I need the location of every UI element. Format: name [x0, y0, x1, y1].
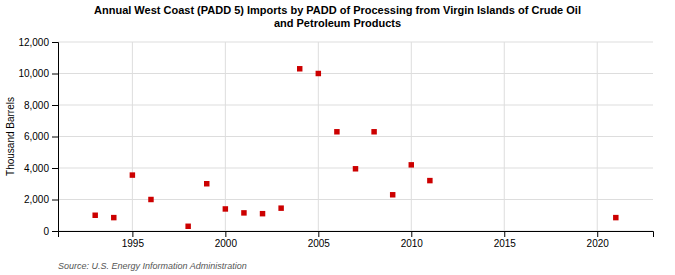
x-tick-label: 2005	[308, 238, 331, 249]
point	[185, 224, 190, 229]
x-tick-mark	[225, 231, 226, 237]
point	[409, 162, 414, 167]
x-tick-label: 2015	[494, 238, 517, 249]
x-tick: 2000	[215, 231, 238, 249]
y-tick-mark	[52, 105, 58, 106]
y-tick: 8,000	[24, 100, 58, 111]
point	[130, 172, 135, 177]
x-tick-label: 2000	[215, 238, 238, 249]
point	[278, 205, 283, 210]
y-tick: 0	[43, 226, 58, 237]
y-tick-mark	[52, 231, 58, 232]
y-tick-label: 2,000	[24, 194, 49, 205]
grid	[58, 42, 653, 231]
y-tick-label: 4,000	[24, 163, 49, 174]
point	[111, 215, 116, 220]
x-tick-label: 1995	[122, 238, 145, 249]
y-grid-line	[58, 73, 653, 74]
x-tick: 2020	[587, 231, 610, 249]
x-tick: 1995	[122, 231, 145, 249]
point	[204, 181, 209, 186]
points	[92, 66, 618, 229]
y-tick: 6,000	[24, 131, 58, 142]
point	[260, 211, 265, 216]
point	[223, 206, 228, 211]
x-tick: 2005	[308, 231, 331, 249]
point	[613, 215, 618, 220]
y-axis-label: Thousand Barrels	[5, 97, 16, 176]
y-tick-label: 10,000	[18, 68, 49, 79]
y-tick-label: 12,000	[18, 37, 49, 48]
y-tick: 4,000	[24, 163, 58, 174]
point	[297, 66, 302, 71]
y-tick-mark	[52, 74, 58, 75]
y-grid-line	[58, 136, 653, 137]
plot-area: 1995 2000 2005 2010 2015 2020 0 2,000 4,000 6,000…	[18, 37, 653, 249]
point	[353, 166, 358, 171]
chart: 1995 2000 2005 2010 2015 2020 0 2,000 4,000 6,000…	[0, 0, 675, 275]
y-tick-mark	[52, 42, 58, 43]
point	[92, 213, 97, 218]
point	[316, 71, 321, 76]
y-axis: 0 2,000 4,000 6,000 8,000 10,000 12,000	[18, 37, 58, 237]
x-tick-mark	[504, 231, 505, 237]
point	[427, 178, 432, 183]
y-grid-line	[58, 42, 653, 43]
x-tick: 2010	[401, 231, 424, 249]
title: Annual West Coast (PADD 5) Imports by PA…	[94, 4, 581, 29]
y-tick-label: 8,000	[24, 100, 49, 111]
point	[371, 129, 376, 134]
y-tick: 10,000	[18, 68, 58, 79]
y-tick: 2,000	[24, 194, 58, 205]
point	[334, 129, 339, 134]
x-tick: 2015	[494, 231, 517, 249]
point	[148, 197, 153, 202]
point	[390, 192, 395, 197]
x-tick-label: 2020	[587, 238, 610, 249]
x-tick-label: 2010	[401, 238, 424, 249]
x-axis: 1995 2000 2005 2010 2015 2020	[59, 231, 654, 249]
y-axis-line	[52, 43, 59, 232]
point	[241, 210, 246, 215]
x-tick-mark	[318, 231, 319, 237]
y-tick-mark	[52, 137, 58, 138]
x-axis-line	[59, 232, 654, 238]
source: Source: U.S. Energy Information Administ…	[58, 261, 247, 271]
y-tick-mark	[52, 200, 58, 201]
y-tick-label: 6,000	[24, 131, 49, 142]
x-tick-mark	[411, 231, 412, 237]
y-grid-line	[58, 105, 653, 106]
x-tick-mark	[597, 231, 598, 237]
y-tick: 12,000	[18, 37, 58, 48]
y-tick-mark	[52, 168, 58, 169]
y-grid-line	[58, 199, 653, 200]
y-tick-label: 0	[43, 226, 49, 237]
x-tick-mark	[132, 231, 133, 237]
